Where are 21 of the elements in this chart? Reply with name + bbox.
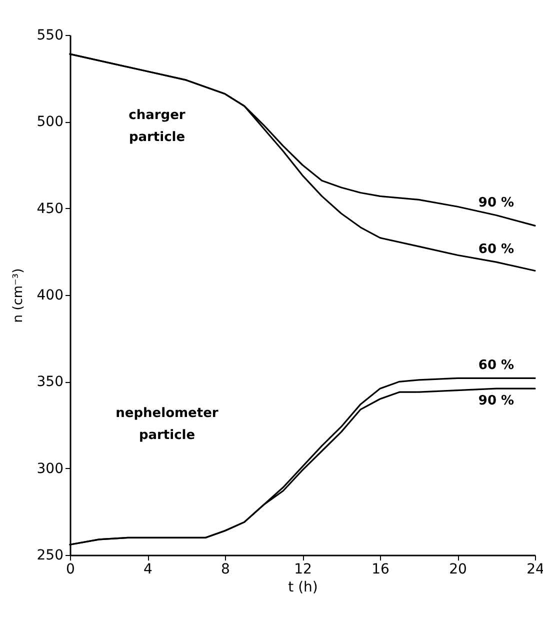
y-tick-label: 400 <box>36 288 64 304</box>
annotation: charger particle <box>128 108 186 145</box>
series-label: 90 % <box>478 394 514 409</box>
y-tick-label: 250 <box>36 548 64 564</box>
series-label: 90 % <box>478 195 514 210</box>
series-label: 60 % <box>478 358 514 374</box>
x-tick-label: 12 <box>294 562 312 578</box>
x-tick-label: 16 <box>372 562 390 578</box>
y-tick-label: 300 <box>36 460 64 477</box>
x-tick-label: 20 <box>449 562 467 578</box>
y-axis-title: n (cm⁻³) <box>10 268 26 323</box>
x-tick-label: 0 <box>66 562 75 578</box>
series-label: 60 % <box>478 242 514 258</box>
y-tick-label: 350 <box>36 374 64 390</box>
x-tick-label: 8 <box>221 562 230 578</box>
annotation: nephelometer particle <box>116 406 219 443</box>
y-tick-label: 450 <box>36 200 64 217</box>
x-axis-title: t (h) <box>288 580 318 596</box>
x-tick-label: 4 <box>144 562 153 578</box>
y-tick-label: 550 <box>36 28 64 44</box>
y-tick-label: 500 <box>36 114 64 130</box>
